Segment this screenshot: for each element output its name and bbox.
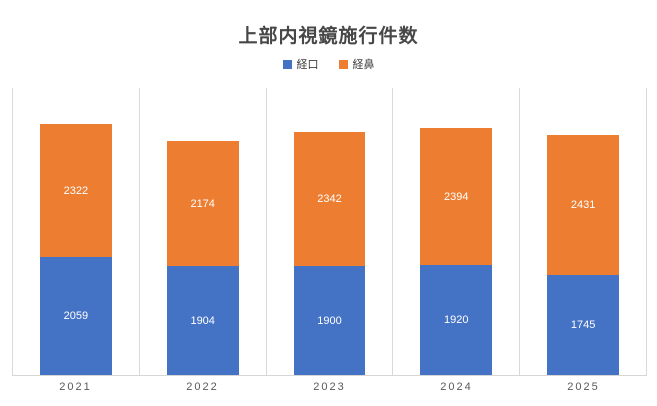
- x-axis-label: 2024: [440, 381, 473, 393]
- bar-segment-oral: 1745: [547, 275, 619, 375]
- plot-area: 2322 2059 2174 1904 2342 1900 2394 1920 2431 1745: [12, 88, 647, 376]
- bar-segment-nasal: 2394: [420, 128, 493, 265]
- bar-segment-nasal: 2322: [40, 124, 112, 257]
- bar-value-label: 1900: [317, 314, 342, 327]
- legend-item-0: 経口: [282, 56, 319, 72]
- bar-group-2025: 2431 1745: [520, 88, 647, 375]
- x-axis-label: 2025: [567, 381, 600, 393]
- bar-segment-nasal: 2431: [547, 135, 619, 275]
- bar-segment-oral: 2059: [40, 257, 112, 375]
- bar-stack: 2322 2059: [40, 124, 112, 375]
- bar-segment-oral: 1904: [166, 266, 239, 375]
- bar-segment-nasal: 2342: [293, 132, 366, 266]
- bar-value-label: 2394: [444, 190, 469, 203]
- x-axis-label: 2021: [59, 381, 92, 393]
- bar-value-label: 2431: [570, 199, 596, 211]
- bar-value-label: 2322: [63, 184, 89, 197]
- bar-group-2024: 2394 1920: [393, 88, 521, 375]
- legend: 経口 経鼻: [0, 57, 657, 71]
- bar-group-2021: 2322 2059: [13, 88, 140, 375]
- x-axis-label: 2023: [313, 381, 346, 393]
- bar-segment-nasal: 2174: [166, 141, 239, 266]
- legend-swatch-icon: [282, 59, 292, 69]
- bar-stack: 2431 1745: [547, 135, 619, 375]
- bar-stack: 2174 1904: [166, 141, 239, 375]
- chart-title: 上部内視鏡施行件数: [238, 26, 419, 47]
- bar-group-2023: 2342 1900: [267, 88, 394, 375]
- x-axis-label: 2022: [186, 381, 219, 393]
- legend-item-1: 経鼻: [338, 56, 375, 72]
- bar-value-label: 2342: [317, 193, 342, 205]
- legend-label: 経鼻: [352, 59, 375, 71]
- bar-stack: 2342 1900: [293, 132, 366, 375]
- legend-swatch-icon: [338, 59, 348, 69]
- bar-value-label: 2059: [63, 310, 89, 322]
- bar-group-2022: 2174 1904: [140, 88, 267, 375]
- bar-value-label: 1920: [444, 314, 469, 326]
- bar-segment-oral: 1920: [420, 265, 493, 375]
- bar-value-label: 2174: [190, 197, 215, 210]
- bar-value-label: 1904: [190, 314, 215, 327]
- x-axis: 2021 2022 2023 2024 2025: [12, 381, 647, 393]
- bar-segment-oral: 1900: [293, 266, 366, 375]
- legend-label: 経口: [296, 59, 319, 71]
- bar-stack: 2394 1920: [420, 128, 493, 375]
- bar-value-label: 1745: [570, 319, 596, 331]
